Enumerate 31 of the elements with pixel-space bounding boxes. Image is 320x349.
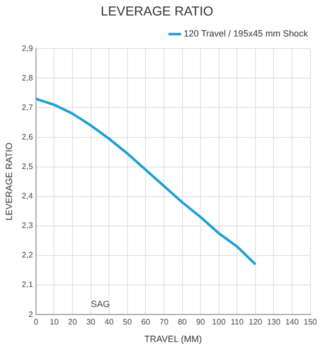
x-tick-label: 140 (285, 318, 300, 327)
y-tick-label: 2,7 (22, 102, 34, 112)
x-tick-label: 60 (141, 318, 151, 327)
legend-label: 120 Travel / 195x45 mm Shock (184, 28, 308, 39)
x-tick-label: 50 (122, 318, 132, 327)
x-tick-label: 90 (196, 318, 206, 327)
x-tick-label: 80 (178, 318, 188, 327)
y-tick-label: 2,9 (22, 44, 34, 53)
x-tick-label: 110 (230, 318, 244, 327)
y-axis-title: LEVERAGE RATIO (4, 142, 14, 221)
y-tick-label: 2,6 (22, 132, 34, 142)
chart-title: LEVERAGE RATIO (100, 3, 214, 18)
x-tick-label: 130 (267, 318, 281, 327)
x-tick-label: 40 (104, 318, 114, 327)
y-tick-label: 2,3 (22, 221, 34, 230)
y-tick-label: 2,1 (22, 280, 34, 290)
x-tick-label: 150 (304, 318, 318, 327)
x-tick-label: 70 (160, 318, 169, 327)
x-tick-label: 120 (248, 318, 263, 327)
x-tick-label: 20 (68, 318, 78, 327)
x-tick-label: 100 (212, 318, 226, 327)
x-tick-label: 0 (34, 318, 39, 327)
y-tick-label: 2 (28, 310, 34, 319)
y-tick-label: 2,4 (22, 192, 34, 201)
y-tick-label: 2,8 (22, 73, 34, 82)
x-axis-title: TRAVEL (MM) (144, 334, 202, 344)
x-tick-label: 10 (50, 318, 60, 327)
x-tick-label: 30 (86, 318, 96, 327)
y-tick-label: 2,5 (22, 162, 34, 172)
annotation: SAG (90, 299, 110, 310)
y-tick-label: 2,2 (22, 250, 34, 260)
